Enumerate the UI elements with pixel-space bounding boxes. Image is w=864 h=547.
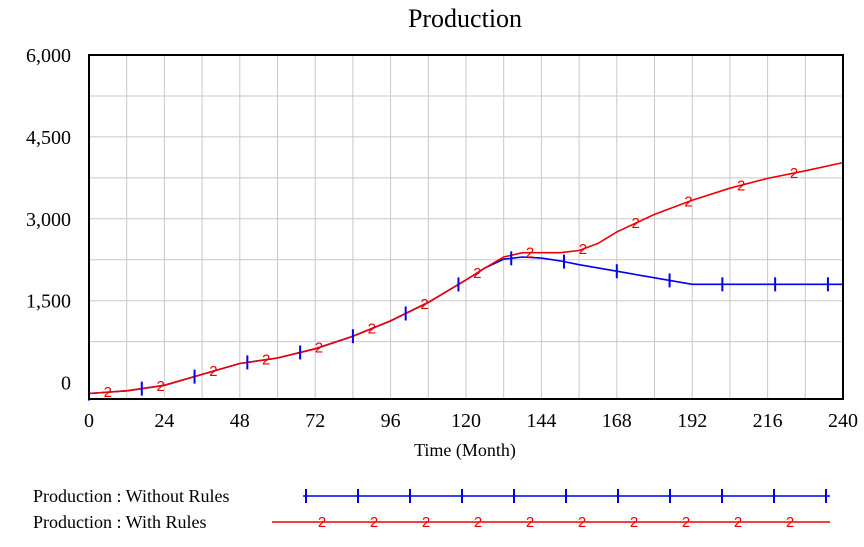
x-tick-label: 216	[753, 410, 783, 432]
x-tick-label: 72	[305, 410, 325, 432]
legend-label-2: Production : With Rules	[33, 512, 206, 532]
series-2-marker: 2	[578, 514, 586, 531]
series-2-marker: 2	[526, 245, 534, 262]
series-2-marker: 2	[790, 165, 798, 182]
y-tick-label: 6,000	[26, 45, 71, 67]
series-2-marker: 2	[370, 514, 378, 531]
series-2-marker: 2	[156, 378, 164, 395]
y-tick-label: 3,000	[26, 209, 71, 231]
legend: Production : Without Rules Production : W…	[33, 486, 830, 532]
y-tick-label: 1,500	[26, 291, 71, 313]
series-2-marker: 2	[318, 514, 326, 531]
series-2-marker: 2	[262, 352, 270, 369]
series-2-marker: 2	[734, 514, 742, 531]
plot-frame	[88, 54, 844, 400]
x-tick-label: 24	[154, 410, 174, 432]
x-axis-label: Time (Month)	[414, 440, 516, 461]
chart-title: Production	[408, 4, 522, 33]
series-2-marker: 2	[786, 514, 794, 531]
series-2-marker: 2	[737, 177, 745, 194]
x-tick-label: 96	[381, 410, 401, 432]
x-tick-label: 0	[84, 410, 94, 432]
series-lines	[88, 161, 844, 395]
series-2-marker: 2	[104, 384, 112, 401]
legend-label-1: Production : Without Rules	[33, 486, 229, 506]
series-2-marker: 2	[368, 321, 376, 338]
y-tick-label: 0	[61, 373, 71, 395]
x-tick-label: 120	[451, 410, 481, 432]
series-2-marker: 2	[473, 265, 481, 282]
series-2-marker: 2	[420, 296, 428, 313]
y-tick-label: 4,500	[26, 127, 71, 149]
x-tick-label: 240	[828, 410, 858, 432]
series-2-marker: 2	[684, 194, 692, 211]
series-2-marker: 2	[209, 363, 217, 380]
x-tick-label: 192	[677, 410, 707, 432]
series-2-marker: 2	[474, 514, 482, 531]
series-2-marker: 2	[630, 514, 638, 531]
series-markers: 2 2 2 2 2 2 2 2 2 2 2 2 2 2	[88, 165, 829, 401]
series-2-marker: 2	[682, 514, 690, 531]
axis-ticks: 0 24 48 72 96 120 144 168 192 216 240 0 1,500 3,000 4,…	[26, 45, 858, 432]
series-2-marker: 2	[631, 215, 639, 232]
x-tick-label: 168	[602, 410, 632, 432]
series-2-marker: 2	[579, 241, 587, 258]
gridlines	[89, 55, 843, 399]
x-tick-label: 48	[230, 410, 250, 432]
series-2-marker: 2	[526, 514, 534, 531]
x-tick-label: 144	[526, 410, 556, 432]
series-2-marker: 2	[315, 340, 323, 357]
series-2-marker: 2	[422, 514, 430, 531]
series-line-2	[88, 161, 844, 395]
